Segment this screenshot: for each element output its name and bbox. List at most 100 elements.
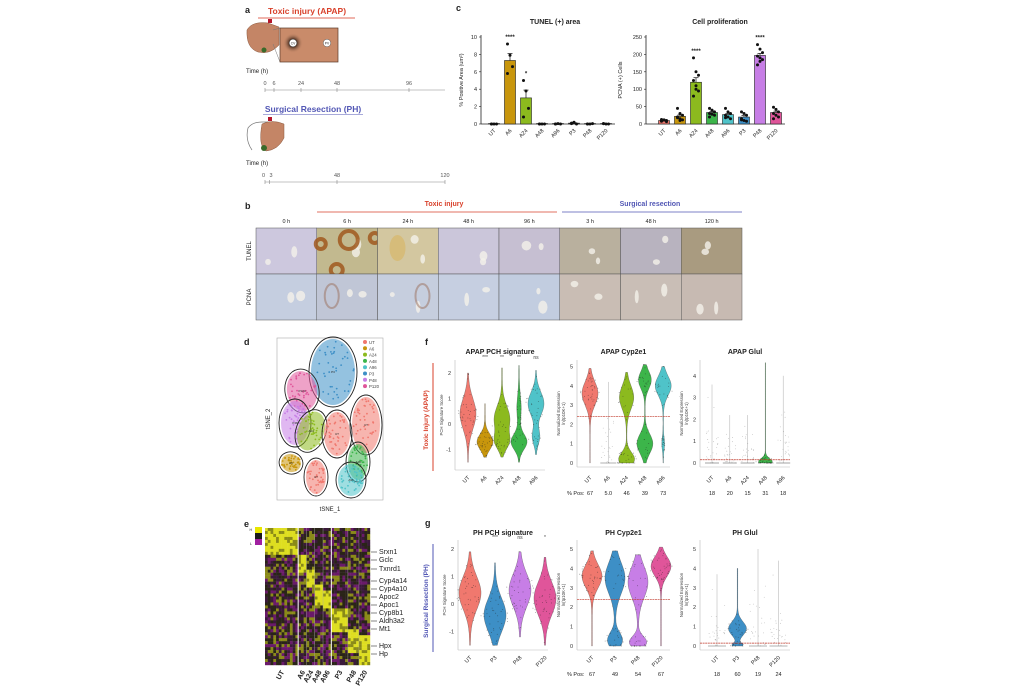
heatmap-cell xyxy=(311,554,315,558)
heatmap-cell xyxy=(342,551,346,556)
heatmap-cell xyxy=(353,551,357,556)
cell-point xyxy=(529,588,531,590)
heatmap-cell xyxy=(276,542,280,547)
heatmap-cell xyxy=(367,542,371,547)
x-tick-label: P3 xyxy=(732,655,741,664)
heatmap-cell xyxy=(317,614,321,618)
cell-point xyxy=(457,596,459,598)
cell-point xyxy=(467,598,469,600)
heatmap-cell xyxy=(331,653,335,657)
cell-point xyxy=(643,394,645,396)
heatmap-cell xyxy=(309,659,313,663)
heatmap-cell xyxy=(281,614,285,618)
heatmap-cell xyxy=(309,599,313,603)
heatmap-cell xyxy=(300,536,304,541)
cell-point xyxy=(488,436,490,438)
heatmap-cell xyxy=(276,596,280,600)
y-tick-label: 3 xyxy=(693,396,696,402)
heatmap-cell xyxy=(334,554,338,558)
y-axis-label: PCNA (+) Cells xyxy=(618,61,624,98)
heatmap-cell xyxy=(364,653,368,657)
cell-point xyxy=(295,415,298,418)
heatmap-cell xyxy=(334,650,338,654)
heatmap-cell xyxy=(353,533,357,538)
heatmap-cell xyxy=(270,569,274,573)
heatmap-cell xyxy=(311,626,315,630)
heatmap-cell xyxy=(311,528,315,532)
cell-point xyxy=(635,458,637,460)
cell-point xyxy=(612,420,614,422)
heatmap-cell xyxy=(320,590,324,594)
heatmap-cell xyxy=(339,620,343,624)
heatmap-cell xyxy=(295,575,299,579)
heatmap-cell xyxy=(334,539,338,544)
heatmap-cell xyxy=(298,569,302,573)
y-tick-label: 1 xyxy=(693,439,696,445)
heatmap-cell xyxy=(317,587,321,591)
heatmap-cell xyxy=(347,560,351,564)
heatmap-cell xyxy=(339,539,343,544)
heatmap-cell xyxy=(350,578,354,582)
heatmap-cell xyxy=(331,608,335,612)
cell-point xyxy=(473,420,475,422)
heatmap-cell xyxy=(289,599,293,603)
heatmap-cell xyxy=(331,590,335,594)
significance-marker: *** xyxy=(482,355,488,361)
heatmap-cell xyxy=(303,578,307,582)
cell-point xyxy=(543,642,545,643)
cell-point xyxy=(474,585,476,587)
heatmap-cell xyxy=(334,575,338,579)
heatmap-column-label: P120 xyxy=(355,669,369,687)
heatmap-cell xyxy=(300,593,304,597)
heatmap-cell xyxy=(273,629,277,633)
toxic-injury-title: Toxic injury (APAP) xyxy=(268,6,346,16)
heatmap-cell xyxy=(267,626,271,630)
heatmap-cell xyxy=(267,641,271,645)
heatmap-cell xyxy=(265,653,268,657)
cell-point xyxy=(663,366,664,367)
heatmap-cell xyxy=(306,587,310,591)
cell-point xyxy=(662,434,664,436)
cell-point xyxy=(613,629,615,631)
cluster-label: P48 xyxy=(292,421,298,425)
heatmap-cell xyxy=(303,626,307,630)
cell-point xyxy=(617,635,619,637)
heatmap-cell xyxy=(356,596,360,600)
heatmap-cell xyxy=(292,638,296,642)
percent-positive-label: % Pos: xyxy=(567,491,585,497)
heatmap-cell xyxy=(356,539,360,544)
cell-point xyxy=(320,423,323,426)
cell-point xyxy=(496,443,497,445)
x-tick-label: P3 xyxy=(738,128,747,137)
heatmap-cell xyxy=(364,593,368,597)
heatmap-cell xyxy=(265,602,268,606)
cell-point xyxy=(524,608,526,610)
cell-point xyxy=(286,410,289,413)
cell-point xyxy=(327,425,330,428)
heatmap-cell xyxy=(364,662,368,666)
cell-point xyxy=(292,461,295,464)
heatmap-cell xyxy=(265,575,268,579)
heatmap-cell xyxy=(278,647,282,651)
cell-point xyxy=(753,449,755,451)
heatmap-cell xyxy=(289,638,293,642)
data-point xyxy=(556,122,560,126)
heatmap-cell xyxy=(367,581,371,585)
heatmap-cell xyxy=(350,605,354,609)
heatmap-cell xyxy=(287,614,291,618)
cell-point xyxy=(359,447,361,450)
heatmap-cell xyxy=(281,617,285,621)
heatmap-cell xyxy=(342,530,346,535)
heatmap-cell xyxy=(347,593,351,597)
heatmap-cell xyxy=(295,662,299,666)
cell-point xyxy=(773,638,775,639)
pcna-positive-zone xyxy=(323,283,340,309)
cell-point xyxy=(321,467,323,470)
heatmap-cell xyxy=(298,590,302,594)
cell-point xyxy=(533,440,534,441)
cell-point xyxy=(735,448,736,450)
x-tick-label: P48 xyxy=(512,655,523,666)
cell-point xyxy=(298,462,301,465)
cell-point xyxy=(632,393,634,395)
heatmap-cell xyxy=(287,584,291,588)
